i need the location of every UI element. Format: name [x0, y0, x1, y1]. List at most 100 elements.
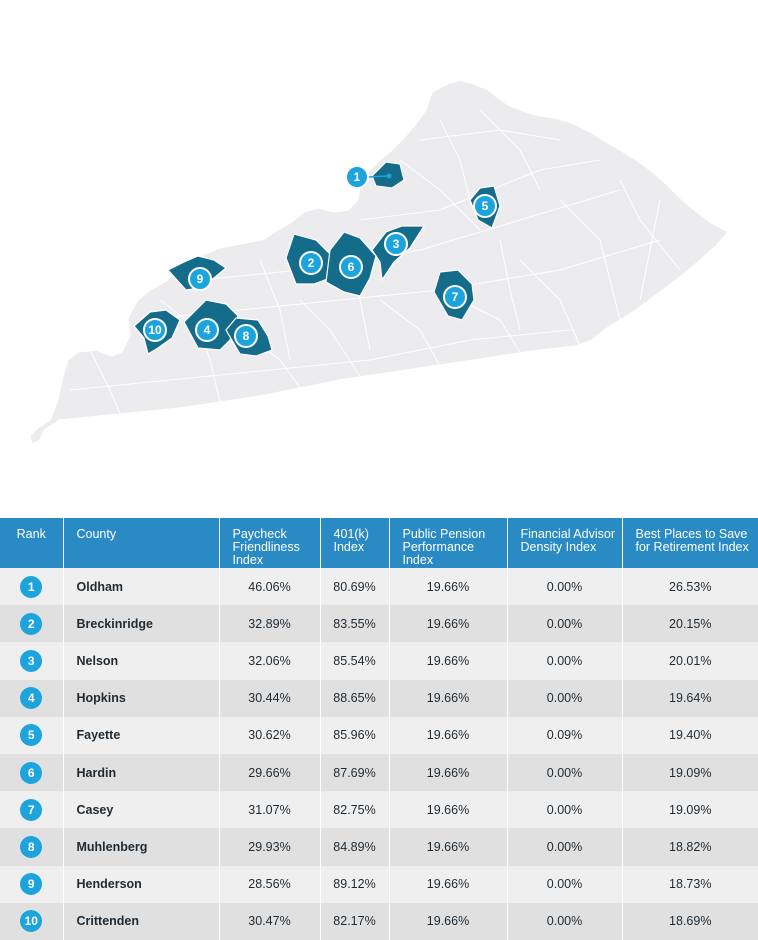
table-row: 7 Casey 31.07% 82.75% 19.66% 0.00% 19.09%	[0, 791, 758, 829]
rank-cell: 1	[0, 568, 64, 606]
map-badge-label: 4	[204, 323, 211, 337]
table-row: 5 Fayette 30.62% 85.96% 19.66% 0.09% 19.40%	[0, 716, 758, 754]
pension-cell: 19.66%	[389, 753, 508, 792]
county-cell: Crittenden	[63, 902, 220, 940]
map-badge-4: 4	[195, 318, 219, 342]
pension-cell: 19.66%	[389, 568, 508, 606]
best-cell: 20.15%	[622, 605, 758, 643]
map-badge-circle	[143, 318, 167, 342]
map-badge-circle	[299, 251, 323, 275]
rank-badge: 5	[20, 724, 43, 747]
map-badge-label: 2	[308, 256, 315, 270]
pension-cell: 19.66%	[389, 791, 508, 829]
rank-badge: 1	[20, 575, 43, 598]
pension-cell: 19.66%	[389, 828, 508, 866]
map-badge-label: 6	[348, 260, 355, 274]
table-row: 9 Henderson 28.56% 89.12% 19.66% 0.00% 18.73%	[0, 865, 758, 903]
map-badge-label: 8	[243, 329, 250, 343]
county-cell: Fayette	[63, 716, 220, 754]
k401-cell: 83.55%	[320, 605, 390, 643]
table-row: 4 Hopkins 30.44% 88.65% 19.66% 0.00% 19.64%	[0, 679, 758, 717]
paycheck-cell: 31.07%	[219, 791, 321, 829]
map-badge-circle	[234, 324, 258, 348]
k401-cell: 88.65%	[320, 679, 390, 717]
k401-cell: 85.96%	[320, 716, 390, 754]
map-badge-label: 10	[148, 323, 162, 337]
county-cell: Breckinridge	[63, 605, 220, 643]
rank-badge: 9	[20, 873, 43, 896]
pension-cell: 19.66%	[389, 679, 508, 717]
county-cell: Muhlenberg	[63, 828, 220, 866]
rank-cell: 6	[0, 753, 64, 792]
map-badge-label: 3	[393, 237, 400, 251]
best-cell: 20.01%	[622, 642, 758, 680]
k401-cell: 87.69%	[320, 753, 390, 792]
rank-cell: 5	[0, 716, 64, 754]
table-header-row: Rank County Paycheck Friendliness Index …	[0, 518, 758, 568]
advisor-cell: 0.00%	[507, 828, 623, 866]
map-badge-5: 5	[473, 194, 497, 218]
map-badges: 1 2 3 4 5 6 7 8 9 10	[143, 165, 497, 348]
map-badge-8: 8	[234, 324, 258, 348]
rank-badge: 8	[20, 835, 43, 858]
map-badge-label: 1	[354, 170, 361, 184]
k401-cell: 89.12%	[320, 865, 390, 903]
k401-cell: 80.69%	[320, 568, 390, 606]
map-badge-circle	[443, 285, 467, 309]
advisor-cell: 0.00%	[507, 642, 623, 680]
map-badge-1: 1	[345, 165, 369, 189]
rank-badge: 6	[20, 761, 43, 784]
header-401k: 401(k) Index	[320, 518, 390, 568]
paycheck-cell: 30.62%	[219, 716, 321, 754]
map-badge-10: 10	[143, 318, 167, 342]
table-row: 8 Muhlenberg 29.93% 84.89% 19.66% 0.00% 18.82%	[0, 828, 758, 866]
map-badge-circle	[339, 255, 363, 279]
rank-badge: 7	[20, 798, 43, 821]
best-cell: 18.73%	[622, 865, 758, 903]
paycheck-cell: 28.56%	[219, 865, 321, 903]
advisor-cell: 0.00%	[507, 753, 623, 792]
advisor-cell: 0.09%	[507, 716, 623, 754]
map-badge-2: 2	[299, 251, 323, 275]
header-county: County	[63, 518, 220, 568]
header-best: Best Places to Save for Retirement Index	[622, 518, 758, 568]
oldham-leader-line	[367, 175, 389, 178]
map-badge-6: 6	[339, 255, 363, 279]
county-cell: Henderson	[63, 865, 220, 903]
header-paycheck: Paycheck Friendliness Index	[219, 518, 321, 568]
map-badge-circle	[188, 267, 212, 291]
k401-cell: 85.54%	[320, 642, 390, 680]
pension-cell: 19.66%	[389, 642, 508, 680]
pension-cell: 19.66%	[389, 605, 508, 643]
map-badge-9: 9	[188, 267, 212, 291]
rank-badge: 10	[20, 910, 43, 933]
advisor-cell: 0.00%	[507, 605, 623, 643]
advisor-cell: 0.00%	[507, 679, 623, 717]
kentucky-map: 1 2 3 4 5 6 7 8 9 10	[29, 79, 729, 445]
rank-cell: 2	[0, 605, 64, 643]
rank-cell: 7	[0, 791, 64, 829]
map-badge-label: 7	[452, 290, 459, 304]
rank-cell: 10	[0, 902, 64, 940]
k401-cell: 82.75%	[320, 791, 390, 829]
kentucky-state-shape	[29, 79, 729, 445]
map-svg: 1 2 3 4 5 6 7 8 9 10	[29, 79, 729, 445]
oldham-leader-dot	[386, 173, 392, 179]
map-badge-circle	[473, 194, 497, 218]
pension-cell: 19.66%	[389, 716, 508, 754]
table-row: 6 Hardin 29.66% 87.69% 19.66% 0.00% 19.09%	[0, 753, 758, 792]
header-rank: Rank	[0, 518, 64, 568]
pension-cell: 19.66%	[389, 865, 508, 903]
table-row: 3 Nelson 32.06% 85.54% 19.66% 0.00% 20.01%	[0, 642, 758, 680]
table-row: 10 Crittenden 30.47% 82.17% 19.66% 0.00% 18.69…	[0, 902, 758, 940]
retirement-table: Rank County Paycheck Friendliness Index …	[0, 518, 758, 940]
map-badge-circle	[384, 232, 408, 256]
rank-cell: 9	[0, 865, 64, 903]
county-cell: Casey	[63, 791, 220, 829]
map-badge-label: 5	[482, 199, 489, 213]
paycheck-cell: 32.89%	[219, 605, 321, 643]
county-cell: Hardin	[63, 753, 220, 792]
rank-badge: 4	[20, 687, 43, 710]
best-cell: 18.69%	[622, 902, 758, 940]
best-cell: 19.64%	[622, 679, 758, 717]
